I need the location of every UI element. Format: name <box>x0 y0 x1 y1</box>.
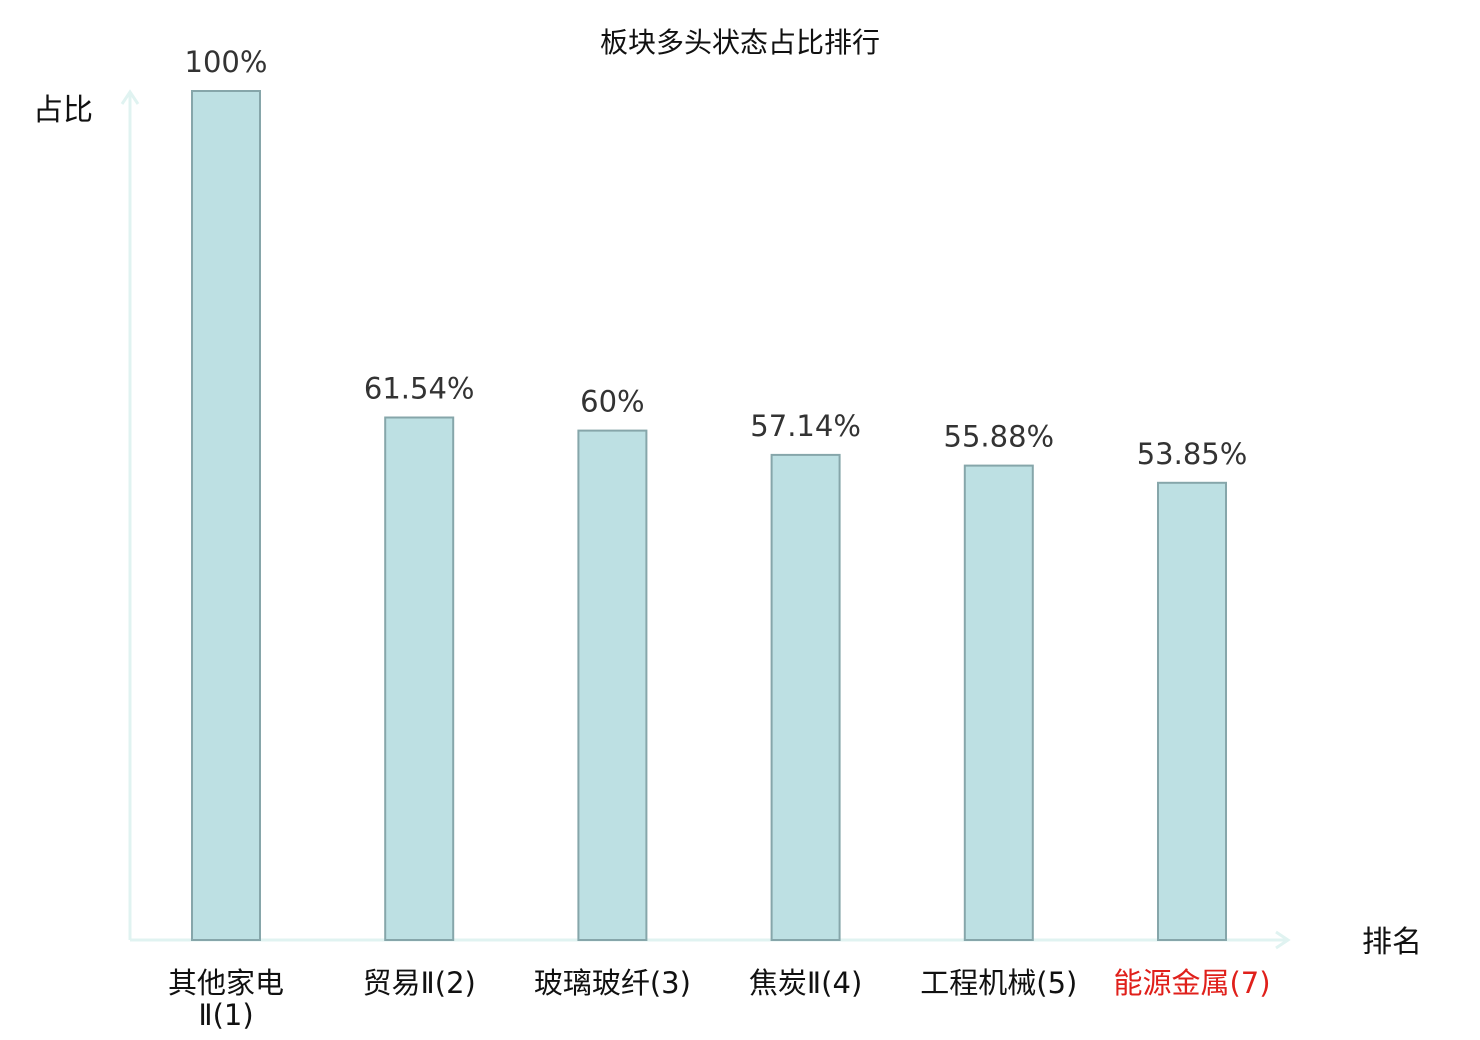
chart-title: 板块多头状态占比排行 <box>600 26 880 59</box>
value-labels-group: 100% 61.54% 60% 57.14% 55.88% 53.85% <box>185 45 1248 471</box>
category-label-2: 贸易Ⅱ(2) <box>363 966 476 1000</box>
category-label-1: 其他家电 Ⅱ(1) <box>168 966 284 1032</box>
category-labels-group: 其他家电 Ⅱ(1) 贸易Ⅱ(2) 玻璃玻纤(3) 焦炭Ⅱ(4) 工程机械(5) 能源金属(7… <box>168 966 1271 1032</box>
value-label-2: 61.54% <box>364 372 475 406</box>
bar-1 <box>191 90 261 941</box>
category-label-4: 焦炭Ⅱ(4) <box>749 966 862 1000</box>
bar-3 <box>577 429 648 941</box>
bars-group <box>191 90 1227 941</box>
bar-5 <box>963 464 1034 941</box>
bar-4 <box>770 453 841 941</box>
category-label-3: 玻璃玻纤(3) <box>534 966 691 1000</box>
category-label-5: 工程机械(5) <box>920 966 1077 1000</box>
value-label-3: 60% <box>580 385 644 419</box>
value-label-1: 100% <box>185 45 268 79</box>
bar-6 <box>1157 481 1227 941</box>
x-axis-label: 排名 <box>1362 925 1422 960</box>
value-label-5: 55.88% <box>944 420 1055 454</box>
y-axis-label: 占比 <box>33 93 93 128</box>
value-label-4: 57.14% <box>750 409 861 443</box>
value-label-6: 53.85% <box>1137 437 1248 471</box>
category-label-6: 能源金属(7) <box>1113 966 1270 1000</box>
bar-2 <box>384 416 455 941</box>
